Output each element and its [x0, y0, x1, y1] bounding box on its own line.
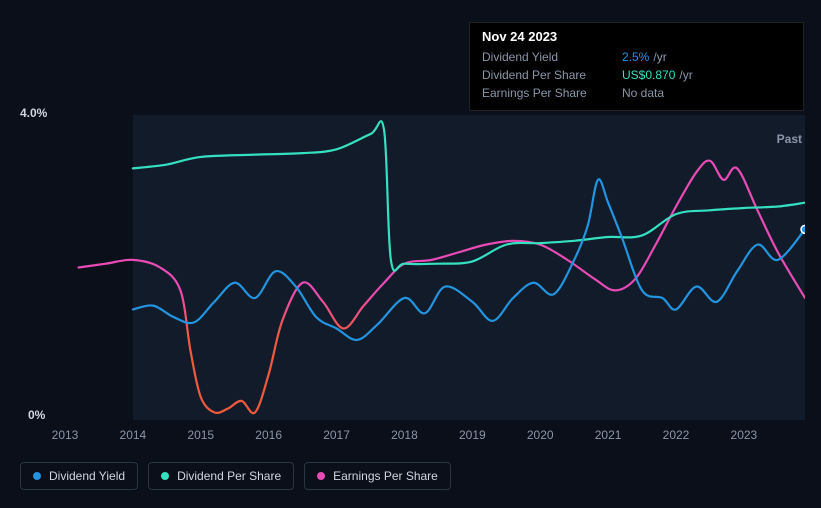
tooltip-row-value: 2.5%	[622, 48, 649, 66]
x-axis-label: 2017	[323, 428, 350, 442]
tooltip-row: Dividend Yield2.5% /yr	[482, 48, 791, 66]
tooltip-row-value: No data	[622, 84, 664, 102]
x-axis-label: 2021	[595, 428, 622, 442]
legend-label: Dividend Per Share	[177, 469, 281, 483]
legend-item[interactable]: Dividend Per Share	[148, 462, 294, 490]
legend-dot	[317, 472, 325, 480]
y-axis-min-label: 0%	[28, 408, 45, 422]
x-axis-label: 2015	[187, 428, 214, 442]
tooltip-row: Earnings Per ShareNo data	[482, 84, 791, 102]
tooltip-row-label: Earnings Per Share	[482, 84, 622, 102]
legend-label: Dividend Yield	[49, 469, 125, 483]
tooltip-date: Nov 24 2023	[482, 29, 791, 44]
tooltip-row-value: US$0.870	[622, 66, 675, 84]
x-axis-label: 2014	[120, 428, 147, 442]
past-label: Past	[777, 132, 802, 146]
tooltip-row-label: Dividend Per Share	[482, 66, 622, 84]
x-axis-label: 2018	[391, 428, 418, 442]
legend-label: Earnings Per Share	[333, 469, 438, 483]
tooltip-row-label: Dividend Yield	[482, 48, 622, 66]
y-axis-max-label: 4.0%	[20, 106, 47, 120]
x-axis-label: 2020	[527, 428, 554, 442]
tooltip-row-suffix: /yr	[679, 66, 692, 84]
legend-item[interactable]: Dividend Yield	[20, 462, 138, 490]
x-axis-label: 2023	[731, 428, 758, 442]
x-axis-label: 2013	[52, 428, 79, 442]
x-axis-label: 2022	[663, 428, 690, 442]
tooltip-row: Dividend Per ShareUS$0.870/yr	[482, 66, 791, 84]
legend-dot	[161, 472, 169, 480]
tooltip-row-suffix: /yr	[653, 48, 666, 66]
chart-tooltip: Nov 24 2023 Dividend Yield2.5%/yrDividen…	[469, 22, 804, 111]
legend-item[interactable]: Earnings Per Share	[304, 462, 451, 490]
x-axis-label: 2019	[459, 428, 486, 442]
x-axis-label: 2016	[255, 428, 282, 442]
legend-dot	[33, 472, 41, 480]
legend: Dividend Yield Dividend Per Share Earnings…	[20, 462, 451, 490]
